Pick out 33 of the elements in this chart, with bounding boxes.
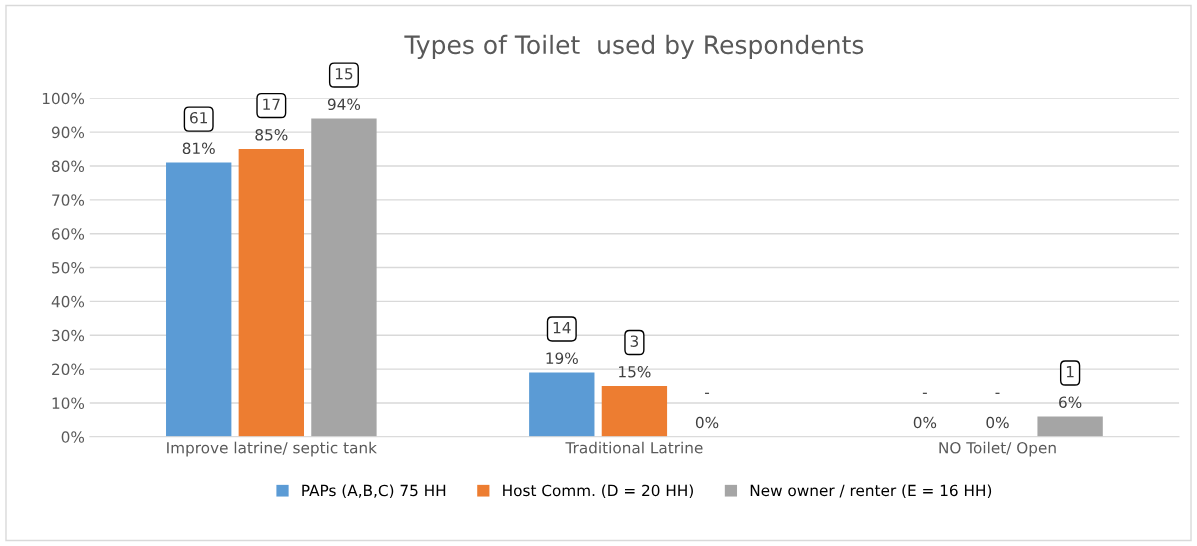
y-tick-label: 80%: [51, 160, 85, 173]
bar: [311, 118, 377, 437]
text: 17 85%: [255, 98, 288, 141]
y-tick-label: 30%: [52, 329, 85, 342]
legend-label: PAPs (A,B,C) 75 HH: [302, 484, 446, 499]
x-tick-label: Traditional Latrine: [565, 441, 703, 454]
legend-label: New owner / renter (E = 16 HH): [750, 484, 992, 499]
y-tick-label: 70%: [52, 194, 85, 206]
y-tick-label: 20%: [52, 363, 85, 376]
text: 61 81%: [182, 111, 215, 155]
bar: [238, 149, 304, 437]
y-tick-label: 0%: [61, 431, 85, 443]
bar: [1037, 416, 1103, 437]
legend-label: Host Comm. (D = 20 HH): [503, 484, 693, 499]
x-tick-label: NO Toilet/ Open: [939, 441, 1056, 457]
text: - 0%: [913, 392, 937, 429]
bar: [601, 386, 668, 437]
text: 3 15%: [619, 335, 651, 378]
text: 15 94%: [327, 68, 361, 111]
y-tick-label: 10%: [52, 397, 85, 409]
text: 1 6%: [1059, 366, 1082, 408]
text: - 0%: [986, 392, 1009, 429]
chart-title: Types of Toilet used by Respondents: [404, 34, 864, 60]
y-tick-label: 50%: [52, 262, 85, 274]
y-tick-label: 90%: [51, 126, 85, 139]
text: - 0%: [695, 392, 719, 429]
y-tick-label: 60%: [52, 228, 85, 240]
y-tick-label: 40%: [51, 295, 85, 308]
y-tick-label: 100%: [42, 92, 85, 105]
text: 14 19%: [546, 322, 578, 364]
bar: [529, 372, 595, 437]
bar: [166, 162, 232, 437]
x-tick-label: Improve latrine/ septic tank: [167, 441, 377, 457]
